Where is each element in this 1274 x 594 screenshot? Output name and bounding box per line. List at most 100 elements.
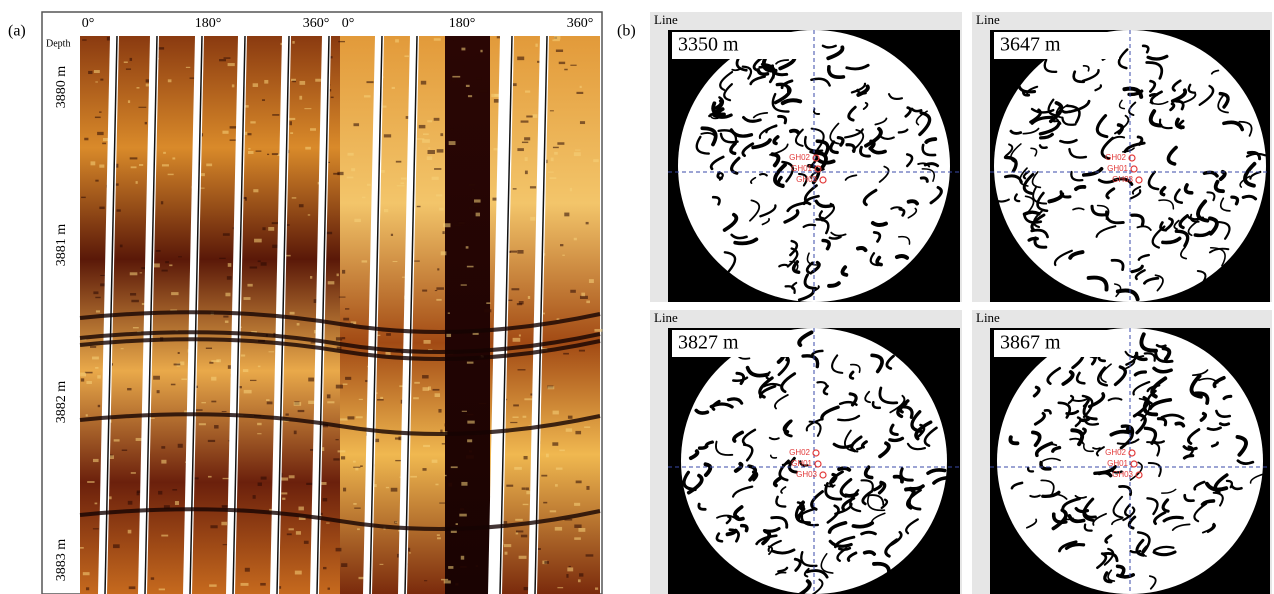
texture [579,573,583,576]
texture [552,442,558,446]
well-label: GH01 [791,164,812,173]
texture [168,79,172,82]
texture [341,563,347,567]
texture [574,238,577,241]
texture [223,544,227,545]
texture [578,579,581,582]
texture [554,36,560,39]
texture [297,323,300,325]
texture [452,76,460,78]
texture [460,508,464,510]
texture [201,173,205,176]
texture [333,458,339,460]
texture [289,528,294,530]
texture [559,62,565,64]
texture [450,129,453,131]
texture [362,197,365,199]
texture [345,377,351,380]
texture [555,484,558,487]
fracture [858,248,865,250]
texture [99,165,104,168]
texture [422,468,426,471]
texture [550,510,556,512]
texture [294,431,297,435]
texture [254,239,262,243]
texture [163,152,166,154]
texture [467,362,474,364]
texture [517,303,522,305]
texture [208,440,215,442]
texture [211,377,216,381]
texture [563,353,569,355]
texture [448,312,450,313]
texture [586,301,590,304]
texture [214,425,218,428]
texture [443,223,450,227]
texture [181,378,187,380]
texture [292,197,297,198]
texture [522,142,528,143]
texture [526,116,532,118]
texture [402,277,405,278]
texture [452,77,455,81]
texture [528,296,530,299]
texture [165,261,169,263]
texture [392,87,395,89]
texture [172,157,175,159]
texture [359,399,363,400]
depth-text: 3350 m [678,34,739,56]
texture [463,65,465,67]
texture [186,67,190,68]
texture [256,151,262,152]
texture [93,291,98,294]
texture [86,414,88,416]
texture [250,266,258,268]
fracture [791,131,799,133]
texture [435,290,437,291]
texture [522,487,526,489]
texture [434,38,441,40]
texture [172,489,177,490]
texture [248,151,254,154]
texture [511,288,519,290]
texture [336,337,342,340]
texture [96,310,100,312]
azimuth-label: 360° [303,16,330,31]
texture [206,164,212,167]
line-label: Line [654,12,678,27]
texture [338,41,345,42]
texture [219,258,226,259]
texture [225,293,230,297]
texture [595,587,598,589]
texture [574,524,581,527]
texture [328,281,335,284]
texture [253,189,258,192]
texture [553,411,559,415]
texture [199,423,206,425]
texture [424,340,431,344]
texture [243,369,248,372]
texture [438,409,441,413]
texture [354,508,360,509]
texture [286,413,289,415]
panel-label: (b) [617,23,636,40]
fracture [1076,187,1084,189]
texture [342,337,345,339]
texture [331,97,334,98]
texture [290,312,295,315]
texture [472,189,474,191]
texture [395,522,398,523]
azimuth-label: 0° [342,16,355,31]
texture [518,369,526,370]
texture [532,114,537,118]
texture [250,121,255,123]
texture [517,148,524,151]
texture [505,552,508,555]
texture [223,233,230,236]
texture [248,133,252,135]
texture [424,580,427,581]
texture [435,484,438,486]
texture [221,522,227,526]
texture [145,122,147,124]
texture [423,133,429,135]
